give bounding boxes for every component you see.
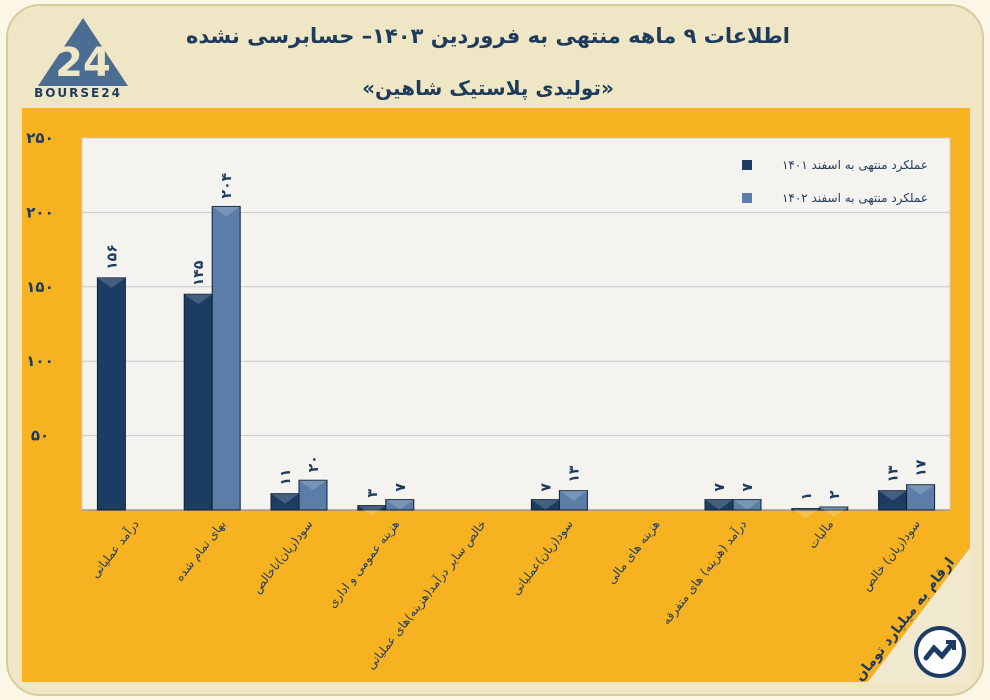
page-title: اطلاعات ۹ ماهه منتهی به فروردین ۱۴۰۳– حس…: [186, 24, 790, 48]
legend-label-series-1: عملکرد منتهی به اسفند ۱۴۰۱: [782, 158, 928, 173]
bar-value-label: ۷: [393, 483, 409, 492]
bar-highlight: [906, 484, 935, 495]
chart-icon: [914, 626, 966, 678]
bar-series-1: [183, 293, 213, 511]
bar-highlight: [271, 493, 299, 504]
bar-series-2: [558, 490, 588, 511]
bar-series-2: [819, 506, 849, 511]
bar-value-label: ۳: [365, 489, 381, 498]
bar-highlight: [357, 505, 386, 516]
bar-value-label: ۲: [827, 490, 843, 499]
bar-value-label: ۱۷: [914, 459, 930, 477]
bar-highlight: [184, 294, 213, 305]
bar-value-label: ۲۰: [306, 455, 322, 472]
bar-value-label: ۷: [712, 483, 728, 492]
bar-highlight: [531, 499, 560, 510]
bar-value-label: ۷: [538, 483, 554, 492]
bar-value-label: ۱۳: [566, 465, 582, 483]
bar-highlight: [212, 206, 241, 217]
bar-series-1: [96, 277, 126, 511]
y-tick-label: ۱۵۰: [26, 278, 53, 296]
bar-series-2: [732, 499, 762, 511]
bar-value-label: ۱۴۵: [191, 260, 207, 286]
bar-value-label: ۲۰۴: [219, 172, 235, 198]
y-tick-label: ۲۵۰: [26, 129, 53, 147]
bar-highlight: [299, 480, 327, 491]
bourse24-logo: 24: [38, 18, 128, 86]
bar-highlight: [878, 490, 907, 501]
logo-text: BOURSE24: [34, 86, 122, 100]
legend-label-series-2: عملکرد منتهی به اسفند ۱۴۰۲: [782, 191, 928, 206]
bar-value-label: ۱۵۶: [104, 244, 120, 270]
page-subtitle: «تولیدی پلاستیک شاهین»: [362, 76, 614, 100]
legend-swatch-series-2: [742, 193, 752, 203]
bar-highlight: [733, 499, 761, 510]
bar-series-2: [211, 205, 241, 511]
bar-highlight: [559, 490, 588, 501]
bar-highlight: [705, 499, 733, 510]
bar-highlight: [819, 507, 848, 518]
bar-value-label: ۱۳: [886, 465, 902, 483]
bar-series-2: [385, 499, 415, 511]
y-tick-label: ۱۰۰: [26, 352, 53, 370]
bar-highlight: [791, 508, 820, 519]
bar-series-2: [906, 484, 936, 511]
bar-series-2: [298, 479, 328, 511]
legend-swatch-series-1: [742, 160, 752, 170]
y-tick-label: ۲۰۰: [26, 203, 53, 221]
bar-value-label: ۱۱: [278, 469, 294, 486]
bar-highlight: [97, 277, 126, 288]
bar-value-label: ۱: [799, 492, 815, 501]
y-tick-label: ۵۰: [31, 427, 49, 445]
bar-highlight: [385, 499, 414, 510]
bar-value-label: ۷: [740, 483, 756, 492]
legend: عملکرد منتهی به اسفند ۱۴۰۱ عملکرد منتهی …: [742, 158, 928, 206]
logo-mark: 24: [55, 40, 111, 86]
